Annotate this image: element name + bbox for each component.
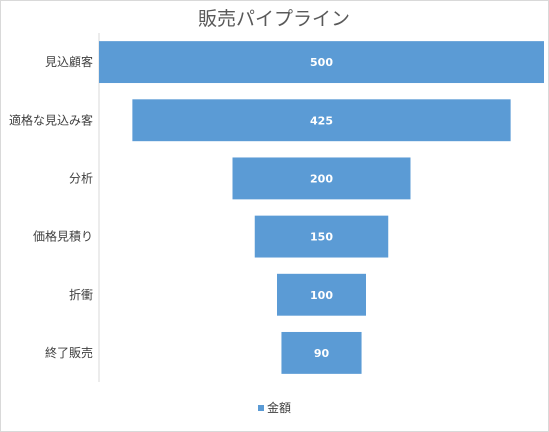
data-label: 200 xyxy=(310,172,333,185)
legend: 金額 xyxy=(258,400,291,415)
category-label: 分析 xyxy=(69,171,93,185)
data-label: 425 xyxy=(310,114,333,127)
category-label: 適格な見込み客 xyxy=(9,112,93,127)
funnel-bar xyxy=(232,157,411,200)
funnel-bar xyxy=(277,273,366,316)
legend-label: 金額 xyxy=(267,400,291,415)
chart-title: 販売パイプライン xyxy=(198,8,350,30)
funnel-bar xyxy=(281,331,362,374)
funnel-bar xyxy=(132,99,511,142)
category-label: 価格見積り xyxy=(33,229,93,244)
funnel-bar xyxy=(99,41,544,84)
category-label: 終了販売 xyxy=(45,345,93,360)
data-label: 500 xyxy=(310,56,333,69)
funnel-bar xyxy=(254,215,389,258)
data-label: 90 xyxy=(314,347,330,360)
legend-swatch xyxy=(258,405,264,411)
data-label: 150 xyxy=(310,231,333,244)
category-label: 見込顧客 xyxy=(45,54,93,69)
category-label: 折衝 xyxy=(69,287,93,302)
bar-group: 500 見込顧客 425 適格な見込み客 200 分析 150 価格見積り 100 折衝 90 終了販… xyxy=(9,41,544,374)
data-label: 100 xyxy=(310,289,333,302)
